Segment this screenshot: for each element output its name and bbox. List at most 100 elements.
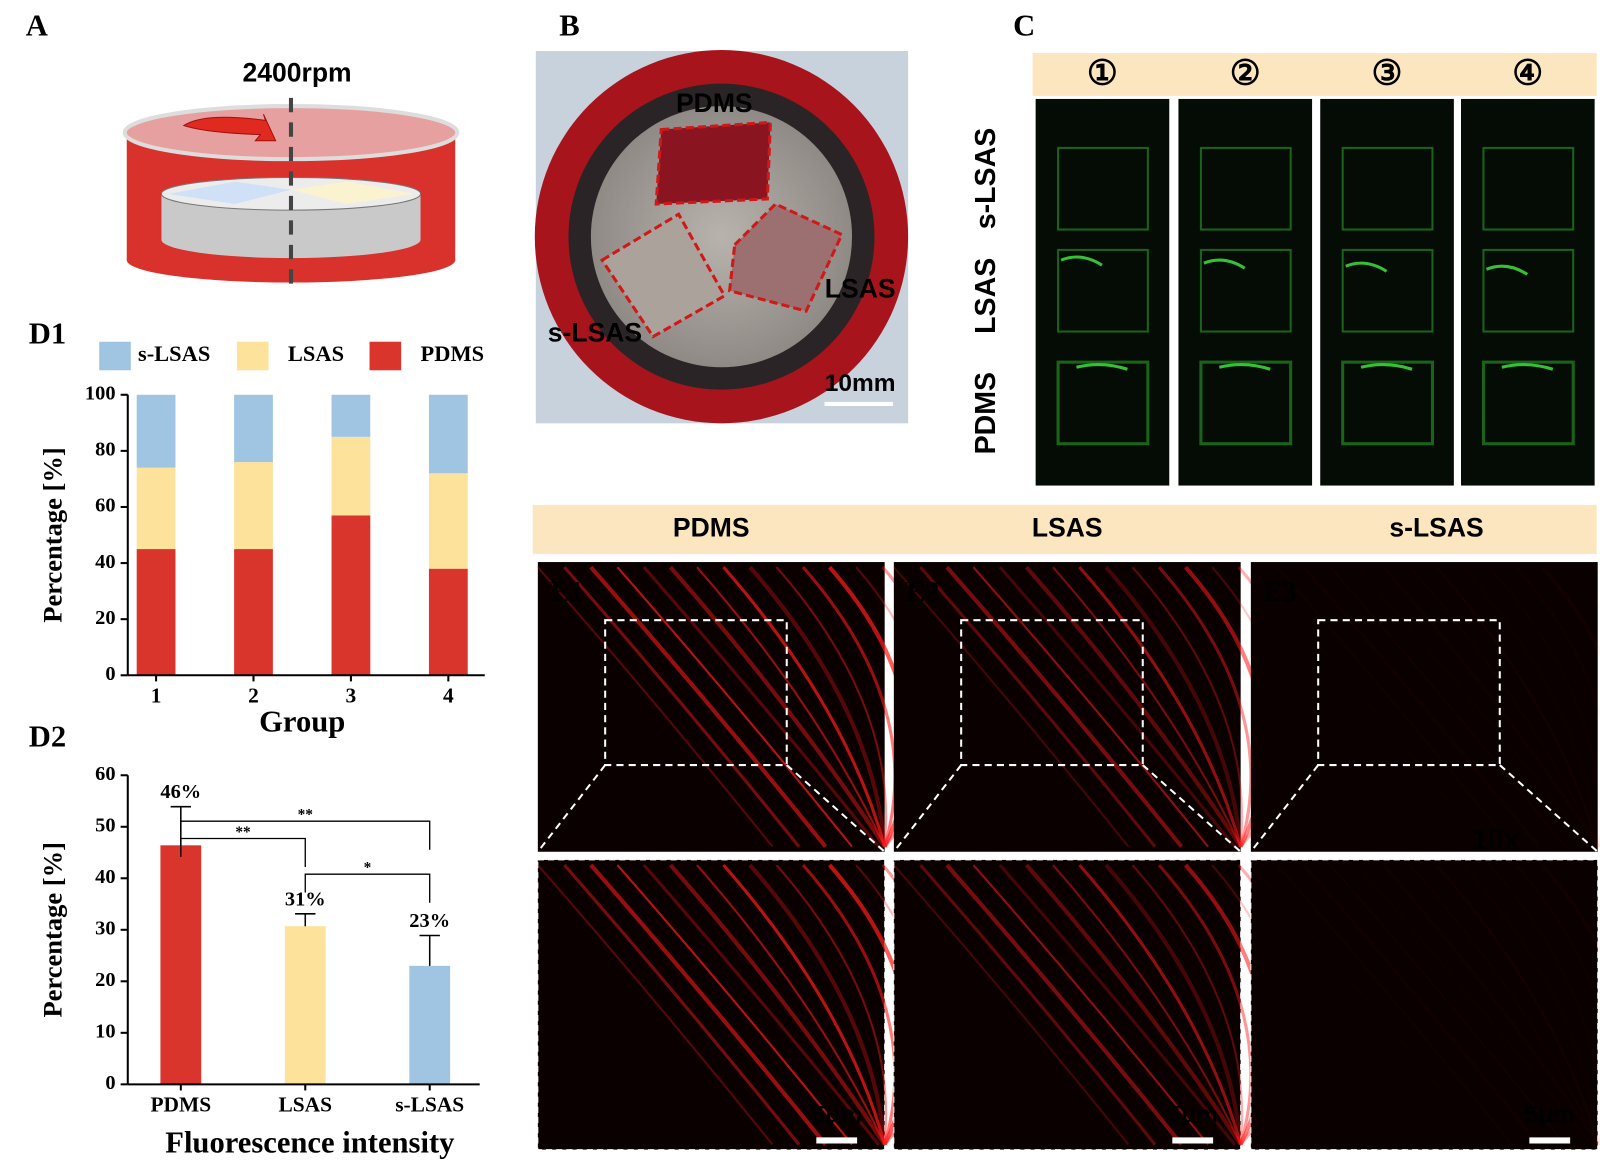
fiber [616,566,853,848]
bar-segment [428,568,468,676]
fiber [642,566,880,848]
fiber [1104,565,1243,847]
sample-outline [1057,248,1149,333]
y-tick-label: 20 [95,607,115,629]
zoom-lines [1250,764,1599,853]
fiber [1024,565,1243,848]
x-tick-label: PDMS [150,1093,211,1117]
image-label: E3 [1263,577,1296,608]
y-tick-label: 0 [105,663,115,685]
sample-tile [168,181,291,205]
fiber [589,863,828,1146]
rotation-arrow [182,114,277,142]
x-axis-title: Group [259,704,345,738]
fluorescence-signal [1060,255,1128,371]
scale-label: 5μm [1168,1101,1218,1128]
x-tick-label: 2 [248,684,259,708]
fiber [563,864,801,1146]
y-tick-label: 30 [95,917,115,939]
y-tick-label: 60 [95,495,115,517]
y-tick-label: 0 [105,1072,115,1094]
panel-label: C [1013,9,1035,43]
row-label: PDMS [970,372,1002,454]
legend-swatch [99,341,131,371]
panel-label: D2 [29,720,66,754]
panel-label: D1 [29,317,66,351]
header-band [532,504,1597,554]
micrograph [893,562,1241,852]
fiber [589,565,828,848]
header-band [1032,53,1597,96]
x-axis-title: Fluorescence intensity [165,1126,454,1160]
zoom-lines [537,764,886,853]
legend-swatch [236,341,269,371]
panel-label: A [26,9,48,43]
legend-swatch [369,341,402,371]
sample-outline [1341,360,1434,446]
significance-bracket [180,820,431,850]
fiber [893,864,1130,1146]
fiber [668,863,887,1146]
image-label: E2 [906,577,939,608]
fluorescence-signal [1203,258,1271,371]
fiber [696,566,886,848]
bar-segment [136,467,176,550]
sample-outline [1199,146,1292,231]
column-label: ④ [1512,53,1543,92]
bar [284,926,326,1085]
fiber [616,864,853,1146]
y-axis-title: Percentage [%] [37,842,67,1017]
fiber [722,566,887,848]
sample-label: PDMS [676,88,753,118]
value-label: 23% [409,910,450,932]
disk-bottom [161,221,421,259]
zoom-box [604,619,788,767]
column-label: ③ [1372,53,1403,92]
bar [160,845,202,1085]
speed-label: 2400rpm [243,57,352,87]
panel-label: B [559,9,579,43]
column-label: PDMS [673,512,750,542]
image-label: E1 [550,577,583,608]
sample-outline [1057,146,1149,231]
fiber [1024,863,1243,1146]
fiber [801,864,897,1145]
bar-segment [136,549,176,676]
sample-outline [1199,248,1292,333]
value-label: 46% [160,781,201,803]
fiber [775,566,888,847]
micrograph [1250,859,1599,1151]
y-tick-label: 60 [95,763,115,785]
scale-label: 5μm [812,1101,862,1128]
fiber [1104,863,1243,1145]
fiber [1052,864,1242,1145]
sample-label: s-LSAS [548,318,642,348]
fiber [893,566,1130,848]
fiber [748,565,887,847]
y-tick-label: 50 [95,814,115,836]
significance-label: ** [298,807,314,824]
fiber [537,566,774,848]
column-label: ① [1087,53,1118,92]
column-label: LSAS [1032,512,1103,542]
fluorescence-signal [1345,261,1413,371]
zoom-box [1317,619,1501,767]
micrograph [1250,562,1598,852]
bar-segment [234,462,273,550]
fiber [972,864,1209,1146]
column-label: s-LSAS [1389,512,1483,542]
fiber [998,566,1236,848]
fiber [748,863,887,1145]
fiber [945,565,1184,848]
sample-outline [1341,146,1434,231]
fiber [775,864,888,1145]
bar-segment [428,473,468,569]
y-tick-label: 80 [95,439,115,461]
fiber [972,566,1209,848]
y-tick-label: 100 [85,382,116,404]
x-tick-label: 1 [151,684,162,708]
fiber [696,864,886,1145]
fiber [1157,566,1253,848]
y-axis-title: Percentage [%] [37,447,67,622]
